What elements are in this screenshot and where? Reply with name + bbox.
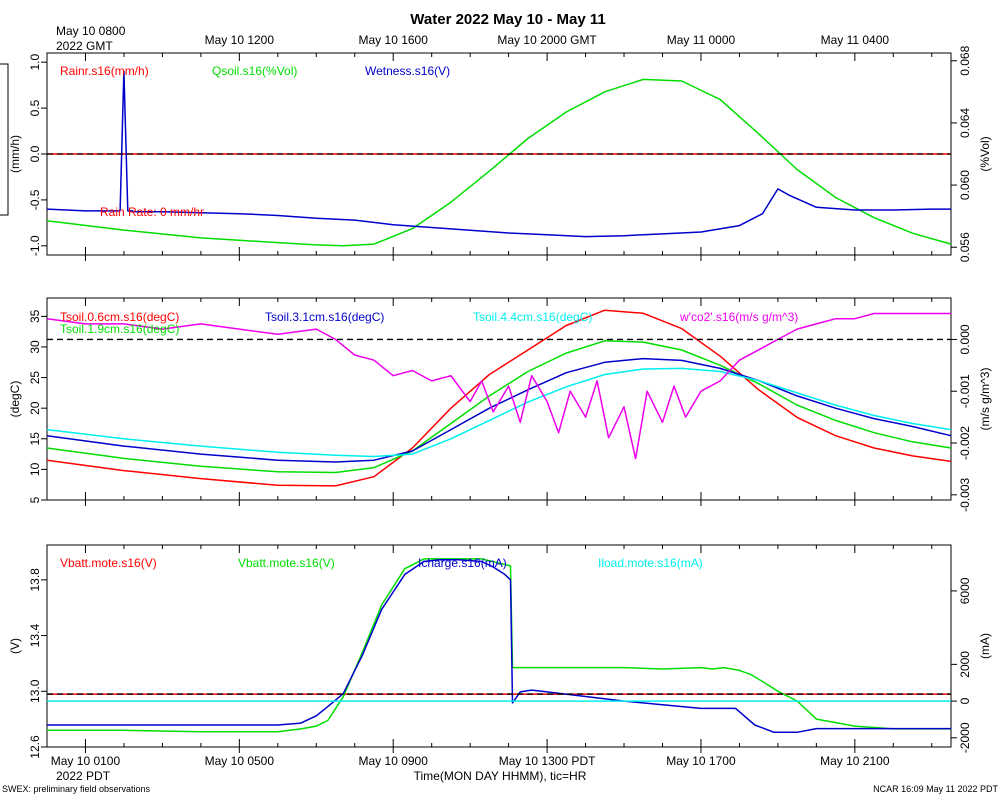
left-tick-label: -1.0 (28, 235, 42, 256)
legend-entry-wetness-s16-v: Wetness.s16(V) (365, 64, 450, 78)
series-line-w-co2-s16-m-s-g-m-3 (46, 312, 951, 460)
bottom-tick-label: May 10 2100 (820, 754, 890, 768)
series-line-icharge-s16-ma (47, 558, 951, 734)
left-tick-label: 13.8 (28, 568, 42, 592)
series-line-tsoil-3-1cm-s16-degc (46, 357, 952, 463)
top-tick-label: May 11 0000 (667, 33, 736, 47)
series-line-tsoil-1-9cm-s16-degc (46, 340, 952, 474)
top-axis-first-sublabel: 2022 GMT (56, 39, 113, 53)
left-tick-label: 1.0 (28, 54, 42, 71)
left-bracket (0, 63, 9, 216)
panel-frame (46, 544, 952, 748)
right-tick-label: 0.056 (958, 232, 972, 262)
right-tick-label: 6000 (958, 577, 972, 604)
series-line-tsoil-0-6cm-s16-degc (46, 309, 952, 487)
right-tick-label: 0.064 (958, 108, 972, 138)
legend-entry-tsoil-3-1cm-s16-degc: Tsoil.3.1cm.s16(degC) (265, 310, 384, 324)
footer-left-note: SWEX: preliminary field observations (2, 784, 151, 794)
footer-right-note: NCAR 16:09 May 11 2022 PDT (873, 784, 998, 794)
left-tick-label: 20 (28, 401, 42, 415)
top-tick-label: May 10 2000 GMT (497, 33, 597, 47)
left-tick-label: 13.0 (28, 679, 42, 703)
left-axis-label: (mm/h) (8, 135, 22, 173)
left-tick-label: 13.4 (28, 624, 42, 648)
series-line-qsoil-s16-vol (46, 78, 952, 247)
left-tick-label: 0.0 (28, 145, 42, 162)
bottom-tick-label: May 10 0500 (205, 754, 275, 768)
right-tick-label: 0.000 (958, 324, 972, 354)
right-axis-label: (m/s g/m^3) (978, 368, 992, 431)
water-panel: -1.0 -0.5 0.0 0.5 1.0 0.056 0.060 0.064 0.068 (mm… (0, 45, 992, 262)
right-tick-label: 2000 (958, 651, 972, 678)
right-tick-label: -0.002 (958, 426, 972, 460)
legend-entry-qsoil-s16-vol: Qsoil.s16(%Vol) (212, 64, 297, 78)
bottom-axis-labels: May 10 0100 May 10 0500 May 10 0900 May 10 … (51, 754, 890, 768)
right-tick-label: -0.003 (958, 477, 972, 511)
legend-entry-vbatt-mote-s16-v: Vbatt.mote.s16(V) (60, 556, 157, 570)
left-tick-label: 25 (28, 371, 42, 385)
left-axis-label: (degC) (8, 381, 22, 418)
right-tick-label: 0.060 (958, 170, 972, 200)
legend-entry-rainr-s16-mm-h: Rainr.s16(mm/h) (60, 64, 149, 78)
top-axis-first-label: May 10 0800 (56, 24, 126, 38)
top-tick-label: May 11 0400 (821, 33, 890, 47)
legend-entry-tsoil-4-4cm-s16-degc: Tsoil.4.4cm.s16(degC) (473, 310, 592, 324)
bottom-tick-label: May 10 0900 (359, 754, 429, 768)
left-tick-label: -0.5 (28, 189, 42, 210)
battery-panel: 12.6 13.0 13.4 13.8 -2000 0 2000 6000 (V) (mA) Vba… (8, 544, 992, 759)
right-axis-label: (%Vol) (978, 136, 992, 171)
top-tick-label: May 10 1200 (205, 33, 275, 47)
right-tick-label: 0.068 (958, 45, 972, 75)
legend-entry-tsoil-0-6cm-s16-degc: Tsoil.0.6cm.s16(degC) (60, 310, 179, 324)
bottom-axis-sublabel: 2022 PDT (56, 769, 111, 783)
legend-entry-icharge-s16-ma: Icharge.s16(mA) (418, 556, 507, 570)
legend-entry-iload-mote-s16-ma: Iload.mote.s16(mA) (598, 556, 703, 570)
x-axis-label: Time(MON DAY HHMM), tic=HR (414, 769, 587, 783)
left-tick-label: 5 (28, 496, 42, 503)
series-line-wetness-s16-v (46, 70, 951, 238)
legend-entry-tsoil-1-9cm-s16-degc: Tsoil.1.9cm.s16(degC) (60, 322, 179, 336)
left-tick-label: 15 (28, 432, 42, 446)
left-tick-label: 30 (28, 340, 42, 354)
top-axis-labels: May 10 1200 May 10 1600 May 10 2000 GMT May… (205, 33, 890, 47)
bottom-tick-label: May 10 1700 (666, 754, 736, 768)
right-tick-label: 0 (958, 697, 972, 704)
temperature-panel: 5 10 15 20 25 30 35 -0.003 -0.002 -0.001 0.000 (deg… (8, 297, 992, 512)
series-line-vbatt-mote-s16-v (47, 558, 951, 733)
left-tick-label: 35 (28, 309, 42, 323)
right-tick-label: -2000 (958, 722, 972, 753)
legend-entry-vbatt-mote-s16-v: Vbatt.mote.s16(V) (238, 556, 335, 570)
right-axis-label: (mA) (978, 633, 992, 659)
left-axis-label: (V) (8, 638, 22, 654)
series-line-tsoil-4-4cm-s16-degc (46, 367, 952, 458)
panel-frame (46, 297, 952, 501)
top-tick-label: May 10 1600 (359, 33, 429, 47)
bottom-tick-label: May 10 1300 PDT (499, 754, 596, 768)
left-tick-label: 12.6 (28, 735, 42, 759)
right-tick-label: -0.001 (958, 374, 972, 408)
left-tick-label: 0.5 (28, 99, 42, 116)
bottom-tick-label: May 10 0100 (51, 754, 121, 768)
chart-title: Water 2022 May 10 - May 11 (410, 11, 605, 28)
legend-entry-w-co2-s16-m-s-g-m-3: w'co2'.s16(m/s g/m^3) (679, 310, 798, 324)
left-tick-label: 10 (28, 462, 42, 476)
rain-rate-annotation: Rain Rate: 0 mm/hr (100, 205, 204, 219)
